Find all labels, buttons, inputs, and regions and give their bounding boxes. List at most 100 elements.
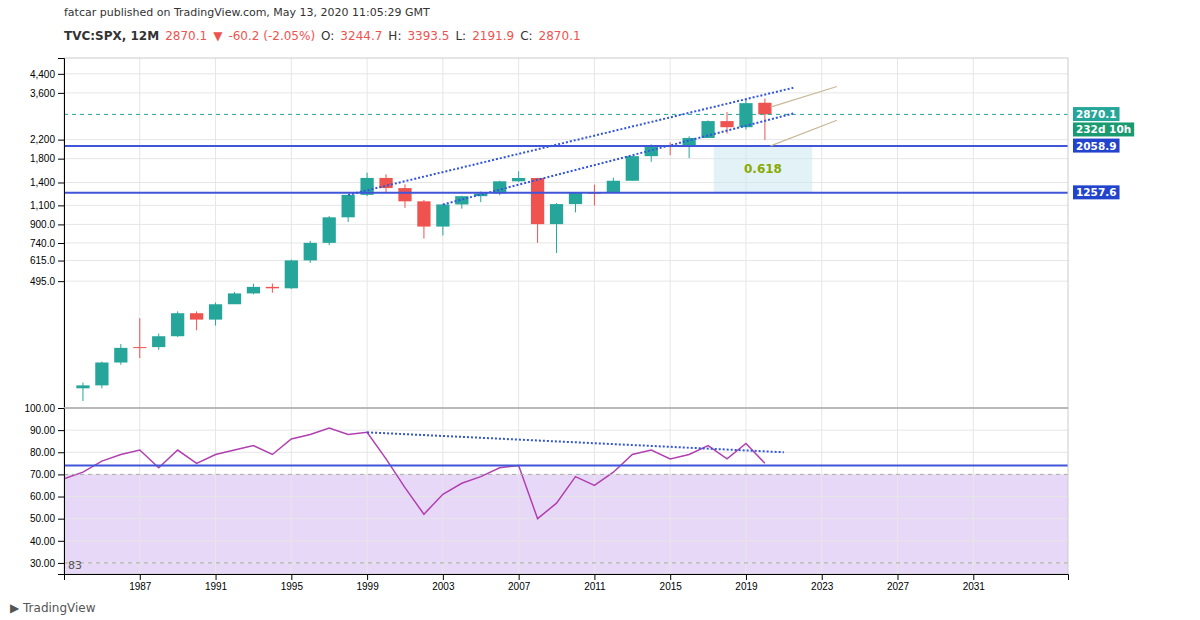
candle-body	[76, 385, 89, 388]
candle	[304, 241, 317, 263]
price-label: 1257.6	[1073, 185, 1120, 199]
candle-body	[758, 103, 771, 115]
price-label: 2058.9	[1073, 139, 1120, 153]
candle	[266, 283, 279, 292]
price-label-box	[1073, 139, 1120, 153]
grid-line-y	[64, 205, 1068, 206]
grid-line-y	[64, 518, 1068, 519]
x-tick: 1995	[281, 574, 304, 592]
y-tick-label: 2,200	[30, 134, 55, 145]
price-label-text: 2058.9	[1076, 140, 1117, 152]
candle-body	[739, 103, 752, 127]
x-tick-label: 2027	[887, 581, 910, 592]
candle	[664, 142, 677, 155]
trend-line	[771, 87, 837, 108]
grid-line-y	[64, 224, 1068, 225]
y-tick-mark	[58, 205, 64, 206]
grid-line-x	[821, 58, 822, 408]
grid-line-y	[64, 408, 1068, 409]
y-tick-label: 1,400	[30, 177, 55, 188]
grid-line-y	[64, 562, 1068, 563]
x-tick-label: 1999	[356, 581, 379, 592]
candle	[417, 200, 430, 239]
candle-body	[379, 178, 392, 188]
fib-box	[714, 146, 813, 193]
y-tick-label: 100.00	[24, 403, 55, 414]
chart: 4,4003,6002,2001,8001,4001,100900.0740.0…	[0, 0, 1200, 620]
y-tick: 740.0	[30, 238, 64, 249]
price-label: 232d 10h	[1073, 122, 1134, 136]
grid-line-x	[139, 408, 140, 574]
y-tick-mark	[58, 224, 64, 225]
y-tick-mark	[58, 140, 64, 141]
candle-body	[569, 193, 582, 204]
y-tick-label: 30.00	[30, 558, 55, 569]
trend-line	[348, 88, 793, 195]
trend-line	[367, 432, 784, 452]
candle-body	[550, 204, 563, 224]
x-tick-mark	[519, 574, 520, 580]
candle-wick	[139, 318, 140, 358]
candle-body	[436, 204, 449, 226]
x-tick-label: 2023	[811, 581, 834, 592]
x-tick: 2007	[508, 574, 531, 592]
grid-line-x	[670, 58, 671, 408]
price-label: 2870.1	[1073, 107, 1120, 121]
candle	[379, 174, 392, 192]
grid-line-y	[64, 281, 1068, 282]
candle-body	[531, 178, 544, 224]
candle-body	[190, 313, 203, 319]
price-label-box	[1073, 185, 1120, 199]
candle-body	[323, 217, 336, 243]
subtitle-part: L:	[455, 29, 466, 43]
horizontal-line	[64, 114, 1068, 115]
price-label-text: 2870.1	[1076, 108, 1117, 120]
candle-body	[304, 243, 317, 261]
candle	[701, 120, 714, 138]
y-tick-mark	[58, 474, 64, 475]
horizontal-line	[64, 474, 1068, 475]
subtitle-part: 3244.7	[340, 29, 382, 43]
x-tick-label: 2007	[508, 581, 531, 592]
candle-body	[209, 304, 222, 319]
horizontal-line	[64, 562, 1068, 563]
y-tick-mark	[58, 541, 64, 542]
grid-line-x	[594, 408, 595, 574]
watermark: ▶ TradingView	[10, 601, 96, 615]
candle-body	[417, 201, 430, 226]
grid-line-y	[64, 182, 1068, 183]
grid-line-y	[64, 430, 1068, 431]
trend-line	[771, 120, 837, 146]
grid-line-y	[64, 474, 1068, 475]
candle	[76, 383, 89, 401]
grid-line-x	[215, 408, 216, 574]
x-tick-label: 2003	[432, 581, 455, 592]
x-tick: 2019	[735, 574, 758, 592]
candle-wick	[82, 383, 83, 401]
candle	[569, 193, 582, 213]
price-label-text: 1257.6	[1076, 186, 1117, 198]
y-tick: 1,400	[30, 177, 64, 188]
y-tick: 495.0	[30, 276, 64, 287]
y-tick-mark	[58, 74, 64, 75]
x-tick: 2031	[963, 574, 986, 592]
candle-body	[342, 195, 355, 217]
x-tick: 1987	[129, 574, 152, 592]
x-tick: 1991	[205, 574, 228, 592]
x-tick: 2011	[584, 574, 606, 592]
y-tick: 50.00	[30, 513, 64, 524]
y-tick: 1,100	[30, 200, 64, 211]
grid-line-y	[64, 540, 1068, 541]
candle	[95, 362, 108, 389]
y-tick-mark	[58, 408, 64, 409]
grid-line-x	[215, 58, 216, 408]
candle	[285, 260, 298, 289]
grid-line-y	[64, 73, 1068, 74]
y-tick-mark	[58, 93, 64, 94]
x-tick-mark	[898, 574, 899, 580]
candle	[531, 178, 544, 243]
subtitle: TVC:SPX, 12M2870.1▼-60.2 (-2.05%)O:3244.…	[64, 29, 581, 43]
x-axis: 1987199119951999200320072011201520192023…	[65, 574, 1069, 592]
y-tick: 3,600	[30, 88, 64, 99]
x-tick-label: 2031	[963, 581, 986, 592]
